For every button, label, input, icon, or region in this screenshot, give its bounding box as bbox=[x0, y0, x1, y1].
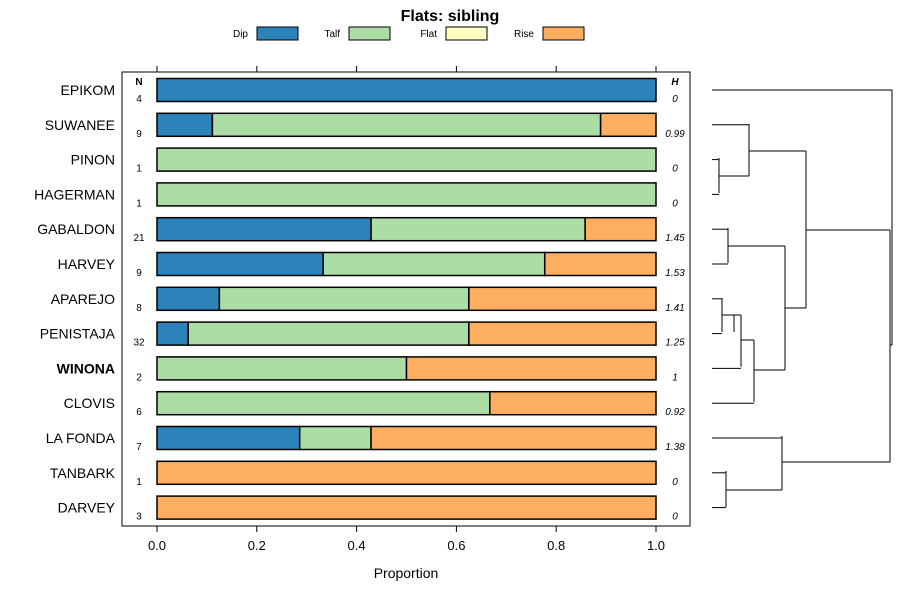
row-label: GABALDON bbox=[37, 221, 115, 237]
legend-label-talf: Talf bbox=[324, 29, 340, 40]
legend-swatch-rise bbox=[542, 26, 585, 41]
n-column-header: N bbox=[135, 77, 142, 88]
x-tick-label: 0.4 bbox=[348, 538, 366, 553]
bar-segment-talf bbox=[156, 356, 408, 381]
bar-segment-talf bbox=[322, 251, 546, 277]
row-label: EPIKOM bbox=[61, 82, 115, 98]
x-tick-label: 0.6 bbox=[447, 538, 465, 553]
x-tick-label: 0.0 bbox=[148, 538, 166, 553]
dendrogram bbox=[712, 89, 893, 509]
x-axis-title: Proportion bbox=[374, 565, 439, 581]
bar-segment-rise bbox=[584, 216, 657, 242]
h-value: 1.38 bbox=[665, 442, 685, 453]
row-label: TANBARK bbox=[50, 465, 116, 481]
row-label: LA FONDA bbox=[46, 430, 116, 446]
h-value: 1.25 bbox=[665, 338, 685, 349]
n-value: 21 bbox=[133, 233, 145, 244]
bar-segment-rise bbox=[468, 286, 657, 312]
bar-segment-talf bbox=[156, 147, 657, 172]
bar-segment-dip bbox=[156, 321, 189, 346]
h-column-header: H bbox=[671, 77, 679, 88]
n-value: 32 bbox=[133, 338, 145, 349]
bar-segment-dip bbox=[156, 251, 324, 277]
bar-segment-dip bbox=[156, 112, 214, 138]
n-value: 7 bbox=[136, 442, 142, 453]
legend-label-flat: Flat bbox=[420, 29, 437, 40]
bar-segment-talf bbox=[218, 286, 470, 312]
bar-segment-talf bbox=[370, 216, 586, 242]
row-label: PINON bbox=[71, 152, 115, 168]
legend-swatch-dip bbox=[256, 26, 299, 41]
bar-segment-rise bbox=[156, 495, 657, 520]
h-value: 0 bbox=[672, 512, 678, 523]
legend-swatch-flat bbox=[445, 26, 488, 41]
row-label: DARVEY bbox=[58, 500, 116, 516]
x-tick-label: 0.2 bbox=[248, 538, 266, 553]
h-value: 1.41 bbox=[665, 303, 684, 314]
h-value: 0.92 bbox=[665, 407, 685, 418]
row-label: SUWANEE bbox=[45, 117, 115, 133]
n-value: 6 bbox=[136, 407, 142, 418]
n-value: 4 bbox=[136, 94, 142, 105]
bar-segment-talf bbox=[156, 182, 657, 207]
row-label: HAGERMAN bbox=[34, 186, 115, 202]
legend-swatch-talf bbox=[348, 26, 391, 41]
bar-segment-dip bbox=[156, 425, 301, 451]
bar-segment-rise bbox=[599, 112, 657, 138]
n-value: 8 bbox=[136, 303, 142, 314]
row-label: CLOVIS bbox=[64, 395, 115, 411]
n-value: 9 bbox=[136, 129, 142, 140]
legend-label-rise: Rise bbox=[514, 29, 534, 40]
bar-segment-talf bbox=[156, 390, 491, 416]
h-value: 0 bbox=[672, 198, 678, 209]
n-value: 3 bbox=[136, 512, 142, 523]
x-tick-label: 1.0 bbox=[647, 538, 665, 553]
h-value: 0 bbox=[672, 94, 678, 105]
h-value: 1 bbox=[672, 372, 678, 383]
n-value: 1 bbox=[136, 477, 142, 488]
bar-segment-dip bbox=[156, 286, 221, 312]
n-value: 9 bbox=[136, 268, 142, 279]
bar-segment-rise bbox=[489, 390, 657, 416]
legend-label-dip: Dip bbox=[233, 29, 248, 40]
n-value: 1 bbox=[136, 198, 142, 209]
bar-segment-rise bbox=[156, 460, 657, 486]
bar-segment-dip bbox=[156, 77, 657, 103]
bar-segment-dip bbox=[156, 216, 372, 242]
bar-segment-talf bbox=[211, 112, 602, 138]
x-tick-label: 0.8 bbox=[547, 538, 565, 553]
h-value: 0 bbox=[672, 477, 678, 488]
bar-segment-rise bbox=[468, 321, 657, 346]
h-value: 1.53 bbox=[665, 268, 685, 279]
plot-frame bbox=[121, 71, 691, 527]
chart-title: Flats: sibling bbox=[401, 8, 500, 25]
n-value: 1 bbox=[136, 164, 142, 175]
row-label: HARVEY bbox=[58, 256, 116, 272]
bar-segment-talf bbox=[298, 425, 372, 451]
row-label: PENISTAJA bbox=[40, 326, 116, 342]
n-value: 2 bbox=[136, 372, 142, 383]
h-value: 1.45 bbox=[665, 233, 685, 244]
h-value: 0.99 bbox=[665, 129, 685, 140]
bar-segment-talf bbox=[187, 321, 470, 346]
bar-segment-rise bbox=[370, 425, 657, 451]
bar-segment-rise bbox=[405, 356, 657, 381]
bar-segment-rise bbox=[543, 251, 657, 277]
h-value: 0 bbox=[672, 164, 678, 175]
row-label: WINONA bbox=[57, 360, 115, 376]
row-label: APAREJO bbox=[51, 291, 115, 307]
